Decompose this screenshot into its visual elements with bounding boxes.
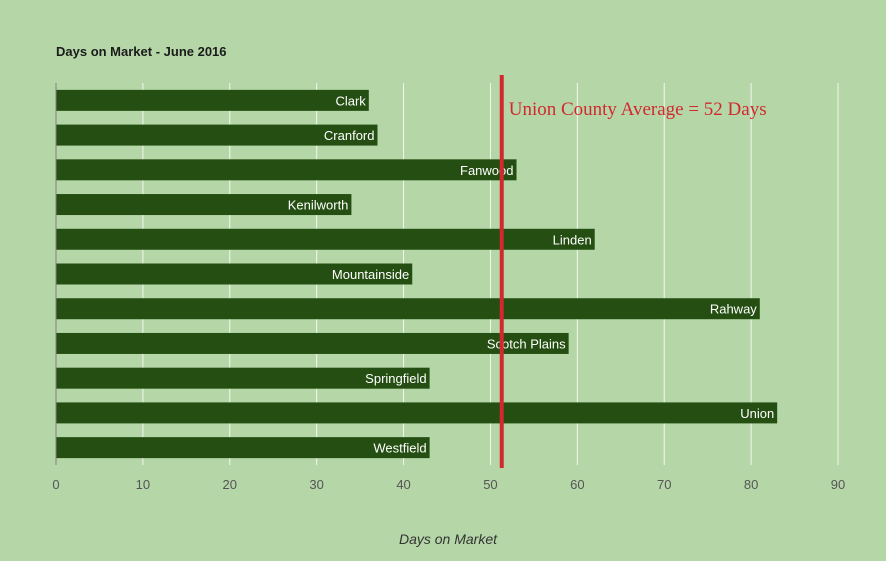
bar (56, 263, 413, 285)
x-tick-label: 10 (136, 477, 150, 492)
x-tick-label: 20 (223, 477, 237, 492)
bar-label: Westfield (373, 441, 426, 456)
bar-label: Rahway (710, 302, 757, 317)
bar-label: Fanwood (460, 163, 513, 178)
bar (56, 298, 760, 320)
bar-label: Clark (335, 93, 366, 108)
bars: Clark Cranford Fanwood Kenilworth Linden Moun… (56, 89, 778, 459)
x-tick-label: 60 (570, 477, 584, 492)
reference-line-group: Union County Average = 52 Days (499, 75, 767, 468)
bar (56, 437, 430, 459)
bar (56, 89, 369, 111)
bar-label: Springfield (365, 371, 426, 386)
bar-label: Union (740, 406, 774, 421)
bar (56, 194, 352, 216)
x-tick-label: 0 (52, 477, 59, 492)
gridlines (142, 83, 839, 465)
bar (56, 402, 778, 424)
bar (56, 332, 569, 354)
bar (56, 228, 595, 250)
x-tick-label: 40 (396, 477, 410, 492)
x-tick-label: 50 (483, 477, 497, 492)
chart-title: Days on Market - June 2016 (56, 44, 227, 59)
bar-label: Linden (553, 232, 592, 247)
average-annotation: Union County Average = 52 Days (509, 99, 767, 120)
bar-label: Cranford (324, 128, 375, 143)
x-tick-label: 80 (744, 477, 758, 492)
bar-label: Kenilworth (288, 198, 349, 213)
bar (56, 367, 430, 389)
bar (56, 159, 517, 181)
x-tick-label: 30 (309, 477, 323, 492)
bar-label: Scotch Plains (487, 336, 566, 351)
x-tick-label: 90 (831, 477, 845, 492)
x-tick-label: 70 (657, 477, 671, 492)
x-axis-label: Days on Market (399, 531, 498, 547)
x-axis-ticks: 0 10 20 30 40 50 60 70 80 90 (52, 477, 845, 492)
bar-label: Mountainside (332, 267, 409, 282)
bar (56, 124, 378, 146)
